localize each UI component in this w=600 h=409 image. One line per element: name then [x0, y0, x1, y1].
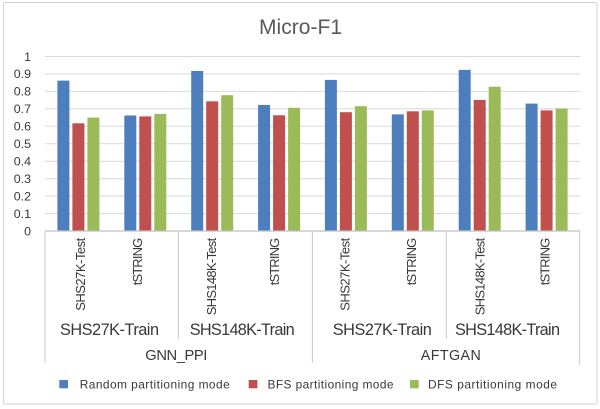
svg-text:SHS27K-Train: SHS27K-Train	[333, 321, 432, 339]
svg-text:DFS partitioning mode: DFS partitioning mode	[428, 377, 557, 391]
svg-text:0.3: 0.3	[14, 172, 31, 186]
svg-text:SHS148K-Test: SHS148K-Test	[473, 237, 488, 315]
svg-text:0.8: 0.8	[14, 85, 31, 99]
svg-text:SHS148K-Train: SHS148K-Train	[455, 321, 560, 339]
svg-text:SHS27K-Train: SHS27K-Train	[60, 321, 159, 339]
svg-text:GNN_PPI: GNN_PPI	[145, 348, 207, 364]
svg-text:SHS27K-Test: SHS27K-Test	[337, 237, 352, 310]
svg-text:tSTRING: tSTRING	[267, 238, 282, 285]
svg-text:1: 1	[24, 50, 31, 64]
svg-text:Random partitioning mode: Random partitioning mode	[80, 377, 230, 391]
svg-text:SHS27K-Test: SHS27K-Test	[73, 237, 88, 310]
svg-text:AFTGAN: AFTGAN	[421, 348, 481, 364]
svg-text:BFS partitioning mode: BFS partitioning mode	[268, 377, 394, 391]
svg-text:0: 0	[24, 224, 31, 238]
svg-text:Micro-F1: Micro-F1	[259, 16, 342, 39]
svg-text:0.5: 0.5	[14, 137, 31, 151]
svg-text:0.1: 0.1	[14, 207, 31, 221]
svg-text:0.2: 0.2	[14, 189, 31, 203]
svg-text:0.6: 0.6	[14, 120, 31, 134]
svg-text:0.4: 0.4	[14, 155, 31, 169]
svg-text:SHS148K-Train: SHS148K-Train	[190, 321, 295, 339]
svg-text:SHS148K-Test: SHS148K-Test	[204, 237, 219, 315]
svg-text:tSTRING: tSTRING	[404, 238, 419, 285]
svg-text:0.9: 0.9	[14, 67, 31, 81]
svg-text:0.7: 0.7	[14, 102, 31, 116]
svg-text:tSTRING: tSTRING	[538, 238, 553, 285]
svg-text:tSTRING: tSTRING	[130, 238, 145, 285]
